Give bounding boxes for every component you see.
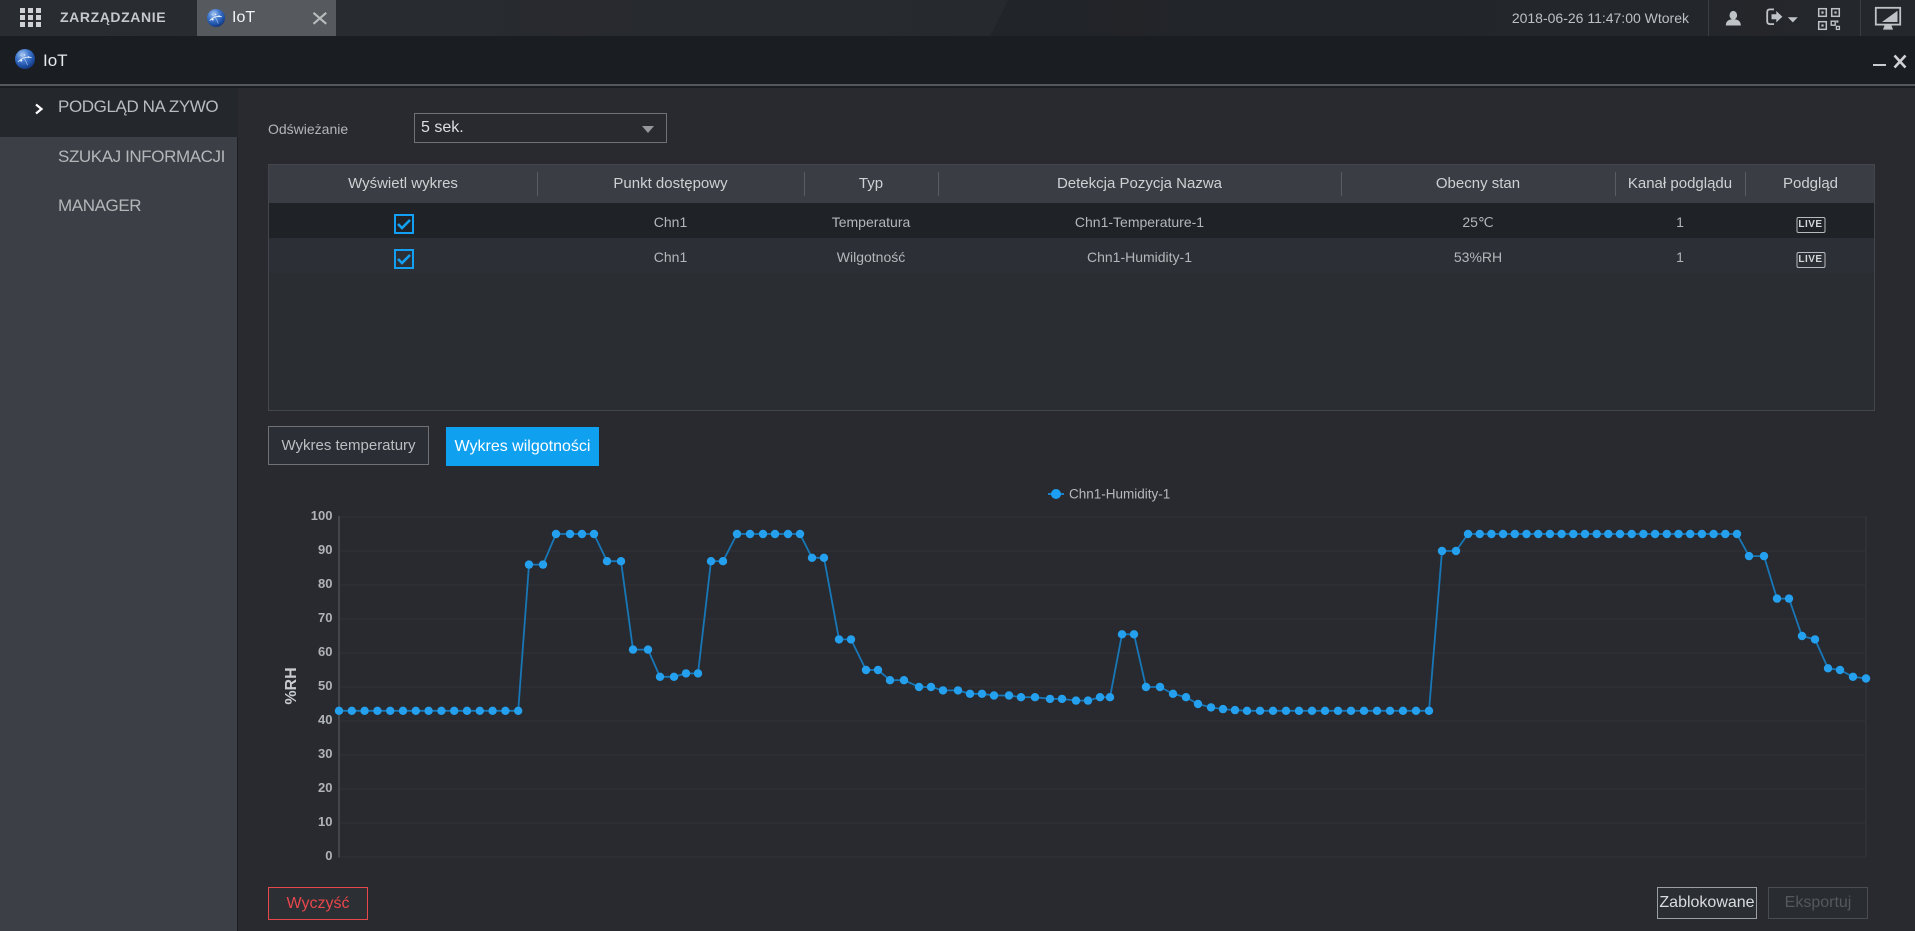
svg-text:10: 10 bbox=[318, 814, 332, 829]
svg-text:20: 20 bbox=[318, 780, 332, 795]
svg-text:%RH: %RH bbox=[283, 667, 300, 704]
svg-text:50: 50 bbox=[318, 678, 332, 693]
svg-text:100: 100 bbox=[311, 508, 333, 523]
svg-text:Chn1-Humidity-1: Chn1-Humidity-1 bbox=[1069, 487, 1170, 502]
svg-text:90: 90 bbox=[318, 542, 332, 557]
svg-text:40: 40 bbox=[318, 712, 332, 727]
svg-text:0: 0 bbox=[325, 848, 332, 863]
svg-text:30: 30 bbox=[318, 746, 332, 761]
svg-text:70: 70 bbox=[318, 610, 332, 625]
svg-text:80: 80 bbox=[318, 576, 332, 591]
svg-text:60: 60 bbox=[318, 644, 332, 659]
